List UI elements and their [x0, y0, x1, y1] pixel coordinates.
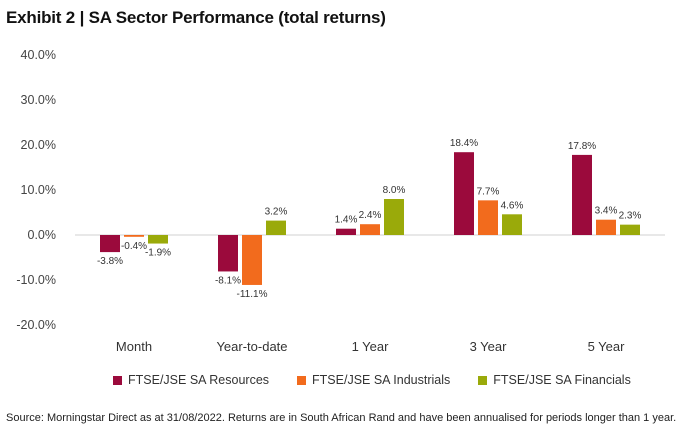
bar: [100, 235, 120, 253]
data-label: 3.4%: [595, 206, 618, 217]
y-tick-label: -10.0%: [16, 273, 56, 287]
x-tick-label: Year-to-date: [216, 339, 287, 354]
y-tick-label: 0.0%: [28, 228, 57, 242]
bar: [360, 224, 380, 235]
legend-label-industrials: FTSE/JSE SA Industrials: [312, 373, 451, 387]
legend-swatch-financials: [478, 375, 488, 385]
bar: [266, 220, 286, 235]
bar: [384, 199, 404, 235]
data-label: 8.0%: [383, 185, 406, 196]
y-tick-label: 30.0%: [21, 93, 56, 107]
y-tick-label: 10.0%: [21, 183, 56, 197]
bar: [502, 214, 522, 235]
data-label: 17.8%: [568, 141, 596, 152]
data-label: 18.4%: [450, 138, 478, 149]
bar: [218, 235, 238, 272]
data-label: 4.6%: [501, 200, 524, 211]
data-label: -11.1%: [237, 289, 268, 300]
x-tick-label: 3 Year: [470, 339, 508, 354]
x-tick-label: 1 Year: [352, 339, 390, 354]
legend-item-financials: FTSE/JSE SA Financials: [478, 373, 631, 387]
bar: [620, 224, 640, 235]
bar: [336, 228, 356, 235]
y-tick-label: 20.0%: [21, 138, 56, 152]
data-label: 7.7%: [477, 186, 500, 197]
data-label: 3.2%: [265, 207, 288, 218]
chart-legend: FTSE/JSE SA Resources FTSE/JSE SA Indust…: [113, 373, 631, 387]
data-label: 2.4%: [359, 210, 382, 221]
data-label: -1.9%: [145, 248, 171, 259]
x-tick-label: Month: [116, 339, 152, 354]
y-tick-label: 40.0%: [21, 48, 56, 62]
bar: [478, 200, 498, 235]
y-tick-label: -20.0%: [16, 318, 56, 332]
data-label: -3.8%: [97, 256, 123, 267]
data-label: -8.1%: [215, 275, 241, 286]
bar: [596, 219, 616, 235]
data-label: 1.4%: [335, 215, 358, 226]
source-note: Source: Morningstar Direct as at 31/08/2…: [6, 412, 677, 424]
legend-label-financials: FTSE/JSE SA Financials: [493, 373, 631, 387]
chart-title: Exhibit 2 | SA Sector Performance (total…: [6, 8, 386, 27]
data-label: 2.3%: [619, 211, 642, 222]
legend-item-industrials: FTSE/JSE SA Industrials: [297, 373, 450, 387]
x-tick-label: 5 Year: [588, 339, 626, 354]
bar: [242, 235, 262, 285]
legend-swatch-industrials: [297, 375, 307, 385]
data-label: -0.4%: [121, 241, 147, 252]
legend-label-resources: FTSE/JSE SA Resources: [128, 373, 270, 387]
bar: [572, 154, 592, 235]
bar: [148, 235, 168, 244]
bar: [124, 235, 144, 237]
bar: [454, 152, 474, 235]
legend-swatch-resources: [113, 375, 122, 385]
legend-item-resources: FTSE/JSE SA Resources: [113, 373, 269, 387]
